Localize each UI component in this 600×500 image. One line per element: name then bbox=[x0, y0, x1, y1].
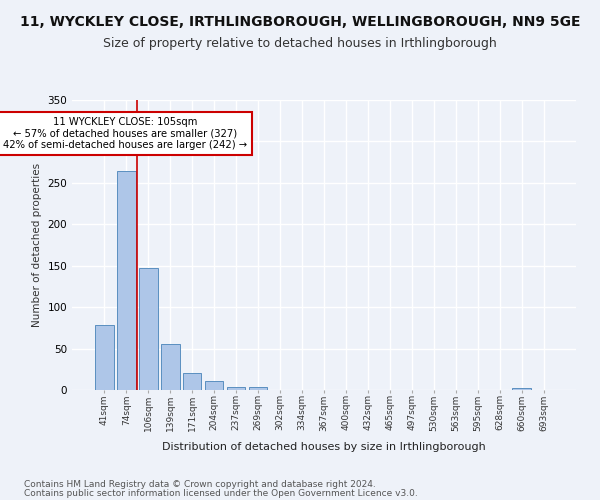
Text: 11 WYCKLEY CLOSE: 105sqm
← 57% of detached houses are smaller (327)
42% of semi-: 11 WYCKLEY CLOSE: 105sqm ← 57% of detach… bbox=[3, 116, 247, 150]
Bar bbox=[117, 172, 136, 390]
Bar bbox=[249, 386, 268, 390]
Text: Distribution of detached houses by size in Irthlingborough: Distribution of detached houses by size … bbox=[162, 442, 486, 452]
Text: Size of property relative to detached houses in Irthlingborough: Size of property relative to detached ho… bbox=[103, 38, 497, 51]
Text: Contains public sector information licensed under the Open Government Licence v3: Contains public sector information licen… bbox=[24, 488, 418, 498]
Text: Contains HM Land Registry data © Crown copyright and database right 2024.: Contains HM Land Registry data © Crown c… bbox=[24, 480, 376, 489]
Bar bbox=[139, 268, 158, 390]
Bar bbox=[183, 374, 202, 390]
Bar bbox=[95, 326, 113, 390]
Bar bbox=[205, 381, 223, 390]
Text: 11, WYCKLEY CLOSE, IRTHLINGBOROUGH, WELLINGBOROUGH, NN9 5GE: 11, WYCKLEY CLOSE, IRTHLINGBOROUGH, WELL… bbox=[20, 15, 580, 29]
Y-axis label: Number of detached properties: Number of detached properties bbox=[32, 163, 42, 327]
Bar bbox=[512, 388, 531, 390]
Bar bbox=[227, 386, 245, 390]
Bar bbox=[161, 344, 179, 390]
